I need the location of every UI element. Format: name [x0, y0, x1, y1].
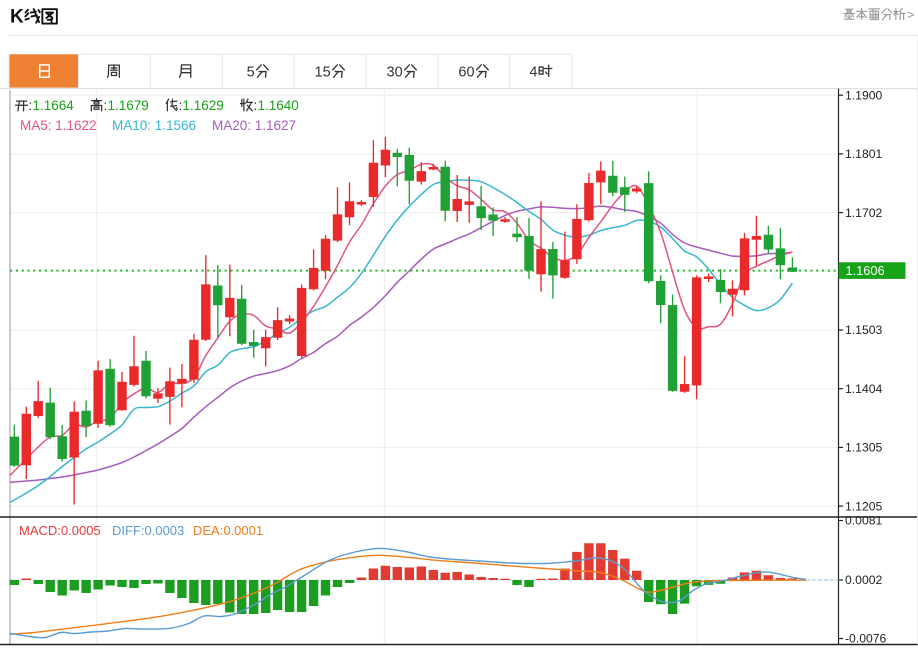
svg-text::: : — [29, 98, 33, 113]
svg-text:1.1205: 1.1205 — [845, 499, 882, 513]
svg-text:K: K — [10, 7, 24, 28]
svg-text:1.1900: 1.1900 — [845, 88, 882, 102]
svg-text::: : — [104, 98, 108, 113]
svg-text:DEA:0.0001: DEA:0.0001 — [193, 523, 263, 538]
svg-text:60: 60 — [458, 65, 474, 81]
svg-text:30: 30 — [387, 65, 403, 81]
svg-text:1.1629: 1.1629 — [183, 98, 224, 113]
svg-text:1.1305: 1.1305 — [845, 441, 882, 455]
svg-text:1.1801: 1.1801 — [845, 147, 882, 161]
svg-text:MA20: 1.1627: MA20: 1.1627 — [212, 118, 296, 133]
svg-text::: : — [254, 98, 258, 113]
svg-text:5: 5 — [247, 65, 255, 81]
svg-text:15: 15 — [315, 65, 331, 81]
svg-text:1.1404: 1.1404 — [845, 382, 882, 396]
svg-text:0.0081: 0.0081 — [845, 514, 882, 528]
svg-text::: : — [179, 98, 183, 113]
svg-text:1.1640: 1.1640 — [258, 98, 299, 113]
svg-text:0.0002: 0.0002 — [845, 573, 882, 587]
svg-text:1.1702: 1.1702 — [845, 206, 882, 220]
svg-text:1.1664: 1.1664 — [33, 98, 75, 113]
svg-text:MACD:0.0005: MACD:0.0005 — [19, 523, 101, 538]
svg-text:>: > — [907, 8, 914, 22]
svg-text:1.1503: 1.1503 — [845, 323, 882, 337]
svg-text:DIFF:0.0003: DIFF:0.0003 — [112, 523, 184, 538]
svg-text:MA10: 1.1566: MA10: 1.1566 — [112, 118, 196, 133]
svg-text:4: 4 — [529, 65, 537, 81]
svg-text:1.1679: 1.1679 — [108, 98, 149, 113]
svg-text:-0.0076: -0.0076 — [845, 632, 887, 646]
svg-text:MA5: 1.1622: MA5: 1.1622 — [20, 118, 97, 133]
svg-text:1.1606: 1.1606 — [846, 263, 885, 278]
